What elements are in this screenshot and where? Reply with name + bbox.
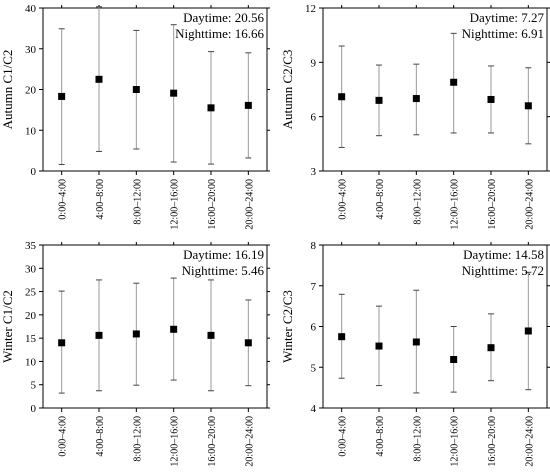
x-tick-label: 4:00–8:00 <box>95 416 106 457</box>
y-tick-label: 3 <box>311 166 317 178</box>
y-tick-label: 30 <box>25 44 37 56</box>
x-tick-label: 8:00–12:00 <box>132 416 143 462</box>
data-point <box>375 342 383 350</box>
x-tick-label: 12:00–16:00 <box>450 179 461 230</box>
x-tick-label: 4:00–8:00 <box>375 416 386 457</box>
data-point <box>524 102 532 110</box>
y-tick-label: 20 <box>25 85 37 97</box>
x-tick-label: 0:00–4:00 <box>58 179 69 220</box>
y-tick-label: 8 <box>311 240 317 252</box>
x-tick-label: 20:00–24:00 <box>244 179 255 230</box>
data-point <box>58 92 66 100</box>
data-point <box>412 338 420 346</box>
y-tick-label: 6 <box>311 112 317 124</box>
annotation-text: Daytime: 7.27 <box>470 10 545 25</box>
data-point <box>487 344 495 352</box>
y-tick-label: 0 <box>31 166 37 178</box>
annotation-text: Nighttime: 5.46 <box>182 263 265 278</box>
y-tick-label: 40 <box>25 3 37 15</box>
x-tick-label: 16:00–20:00 <box>487 416 498 467</box>
x-tick-label: 12:00–16:00 <box>170 179 181 230</box>
y-tick-label: 5 <box>31 380 37 392</box>
x-tick-label: 20:00–24:00 <box>524 416 535 467</box>
data-point <box>132 330 140 338</box>
data-point <box>170 325 178 333</box>
x-tick-label: 16:00–20:00 <box>207 416 218 467</box>
y-tick-label: 9 <box>311 57 317 69</box>
x-tick-label: 0:00–4:00 <box>58 416 69 457</box>
chart-panel-autumn-c1c2: 0 10 20 30 40 Autumn C1/C2 0:00–4:00 4:00–8:00 8… <box>0 3 270 230</box>
data-point <box>450 78 458 86</box>
data-point <box>132 86 140 93</box>
plot-frame <box>42 244 268 409</box>
x-tick-label: 12:00–16:00 <box>450 416 461 467</box>
data-point <box>170 89 178 97</box>
data-point <box>95 331 103 339</box>
data-point <box>58 339 66 347</box>
x-tick-label: 8:00–12:00 <box>132 179 143 225</box>
x-tick-label: 12:00–16:00 <box>170 416 181 467</box>
annotation-text: Nighttime: 6.91 <box>462 26 544 41</box>
annotation-text: Daytime: 16.19 <box>183 247 264 262</box>
y-axis-label: Autumn C1/C2 <box>0 50 15 130</box>
data-point <box>487 95 495 103</box>
y-tick-label: 15 <box>25 333 37 345</box>
x-tick-label: 0:00–4:00 <box>338 179 349 220</box>
x-tick-label: 8:00–12:00 <box>412 416 423 462</box>
y-tick-label: 6 <box>311 322 317 334</box>
plot-frame <box>322 7 548 172</box>
chart-panel-winter-c1c2: 0 5 10 15 20 25 30 35 Winter C1/C2 0:00–4:00 4:00–… <box>0 240 270 467</box>
y-tick-label: 25 <box>25 287 37 299</box>
data-point <box>524 327 532 335</box>
x-tick-label: 4:00–8:00 <box>375 179 386 220</box>
y-tick-label: 30 <box>25 263 37 275</box>
x-tick-label: 0:00–4:00 <box>338 416 349 457</box>
y-tick-label: 4 <box>311 403 317 415</box>
data-point <box>207 331 215 339</box>
chart-panel-winter-c2c3: 4 5 6 7 8 Winter C2/C3 0:00–4:00 4:00–8:00 8:00–… <box>280 240 550 467</box>
data-point <box>375 96 383 104</box>
annotation-text: Nighttime: 16.66 <box>175 26 264 41</box>
x-tick-label: 16:00–20:00 <box>207 179 218 230</box>
y-tick-label: 10 <box>25 125 37 137</box>
x-tick-label: 20:00–24:00 <box>244 416 255 467</box>
data-point <box>338 333 346 341</box>
data-point <box>450 356 458 364</box>
data-point <box>95 75 103 83</box>
y-axis-label: Winter C1/C2 <box>0 290 15 363</box>
y-tick-label: 10 <box>25 356 37 368</box>
data-point <box>338 93 346 101</box>
y-axis-label: Autumn C2/C3 <box>280 50 295 130</box>
chart-panel-autumn-c2c3: 3 6 9 12 Autumn C2/C3 0:00–4:00 4:00–8:00 8:00–… <box>280 3 550 230</box>
y-tick-label: 7 <box>311 281 317 293</box>
y-tick-label: 35 <box>25 240 37 252</box>
y-tick-label: 12 <box>305 3 316 15</box>
y-tick-label: 20 <box>25 310 37 322</box>
x-tick-label: 4:00–8:00 <box>95 179 106 220</box>
data-point <box>412 95 420 103</box>
annotation-text: Nighttime: 5.72 <box>462 263 544 278</box>
x-tick-label: 20:00–24:00 <box>524 179 535 230</box>
data-point <box>207 104 215 112</box>
x-tick-label: 16:00–20:00 <box>487 179 498 230</box>
annotation-text: Daytime: 14.58 <box>463 247 544 262</box>
data-point <box>244 339 252 347</box>
y-tick-label: 0 <box>31 403 37 415</box>
annotation-text: Daytime: 20.56 <box>183 10 264 25</box>
data-point <box>244 101 252 109</box>
y-axis-label: Winter C2/C3 <box>280 290 295 363</box>
y-tick-label: 5 <box>311 362 317 374</box>
x-tick-label: 8:00–12:00 <box>412 179 423 225</box>
